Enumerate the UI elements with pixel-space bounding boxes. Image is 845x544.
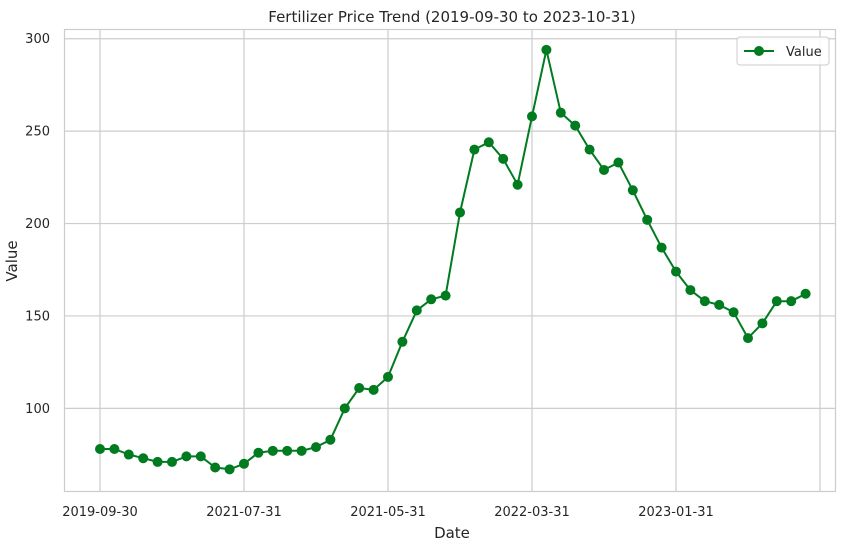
data-point [627,185,638,196]
data-point [671,266,681,277]
data-point [599,164,609,175]
data-point [743,333,753,344]
data-point [728,307,739,318]
series [95,44,811,475]
data-point [498,153,509,164]
x-tick-label: 2022-03-31 [494,505,570,520]
y-tick-label: 300 [25,32,50,47]
series-line [100,48,807,471]
data-point [771,296,782,307]
data-point [267,445,278,456]
data-point [167,456,177,467]
data-point [224,464,235,475]
data-point [325,434,336,445]
plot-frame [63,28,837,493]
x-tick-label: 2021-07-31 [206,505,282,520]
data-point [699,296,710,307]
y-tick-label: 250 [25,125,50,140]
data-point [397,336,408,347]
data-point [426,294,437,305]
data-point [239,458,249,469]
data-point [311,442,321,453]
x-tick-label: 2019-09-30 [62,505,138,520]
y-tick-label: 200 [25,217,50,232]
data-point [138,453,149,464]
data-point [527,111,537,122]
data-point [339,403,350,414]
data-point [282,445,293,456]
data-point [584,144,595,155]
data-point [570,120,581,131]
y-tick-labels: 100 150 200 250 300 [25,32,50,417]
y-tick-label: 150 [25,309,50,324]
grid [64,29,836,492]
data-point [123,449,134,460]
legend-dot-marker [754,46,764,56]
legend: Value [736,36,830,66]
data-point [455,207,465,218]
data-point [95,443,105,454]
data-point [757,318,768,329]
data-point [354,383,365,394]
data-point [555,107,566,118]
chart-title: Fertilizer Price Trend (2019-09-30 to 20… [268,8,635,26]
y-tick-label: 100 [25,402,50,417]
data-point [383,371,393,382]
x-tick-label: 2021-05-31 [350,505,426,520]
x-tick-labels: 2019-09-30 2021-07-31 2021-05-31 2022-03-31… [62,505,714,520]
data-point [800,288,811,299]
data-point [195,451,206,462]
legend-label: Value [786,45,822,60]
data-point [656,242,667,253]
x-axis-label: Date [434,524,470,542]
data-point [109,443,120,454]
data-point [541,44,552,55]
data-point [152,456,163,467]
data-point [253,447,264,458]
legend-box [736,36,830,66]
data-point [483,137,494,148]
data-point [181,451,192,462]
data-point [210,462,221,473]
data-point [368,384,379,395]
data-point [786,296,797,307]
data-point [642,214,653,225]
data-point [469,144,480,155]
data-point [440,290,451,301]
y-axis-label: Value [3,240,21,281]
x-tick-label: 2023-01-31 [638,505,714,520]
data-point [685,285,696,296]
data-point [512,179,523,190]
data-point [714,299,725,310]
data-point [411,305,422,316]
data-point [613,157,624,168]
data-point [296,445,307,456]
